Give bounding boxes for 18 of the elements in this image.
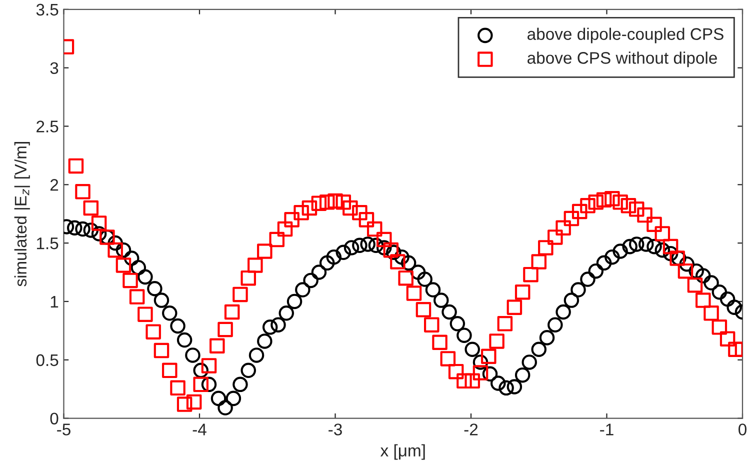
y-tick-label: 1 xyxy=(50,296,58,308)
y-tick-label: 0.5 xyxy=(36,354,58,366)
y-tick-label: 2 xyxy=(50,179,58,191)
x-tick-label: 0 xyxy=(738,424,746,436)
x-tick-label: -1 xyxy=(600,424,614,436)
legend-label: above dipole-coupled CPS xyxy=(528,28,724,44)
legend-label: above CPS without dipole xyxy=(528,52,717,68)
y-tick-label: 3.5 xyxy=(36,4,58,16)
y-tick-label: 3 xyxy=(50,62,58,74)
y-axis-title: simulated |E$_{z}$| [V/m] xyxy=(14,142,30,286)
y-tick-label: 0 xyxy=(50,412,58,425)
x-tick-label: -3 xyxy=(328,424,342,436)
x-tick-label: -2 xyxy=(464,424,478,436)
x-axis-title: x [μm] xyxy=(380,444,425,460)
x-tick-label: -5 xyxy=(57,424,70,436)
x-tick-label: -4 xyxy=(192,424,206,436)
y-tick-label: 1.5 xyxy=(36,238,58,250)
y-tick-label: 2.5 xyxy=(36,120,58,132)
